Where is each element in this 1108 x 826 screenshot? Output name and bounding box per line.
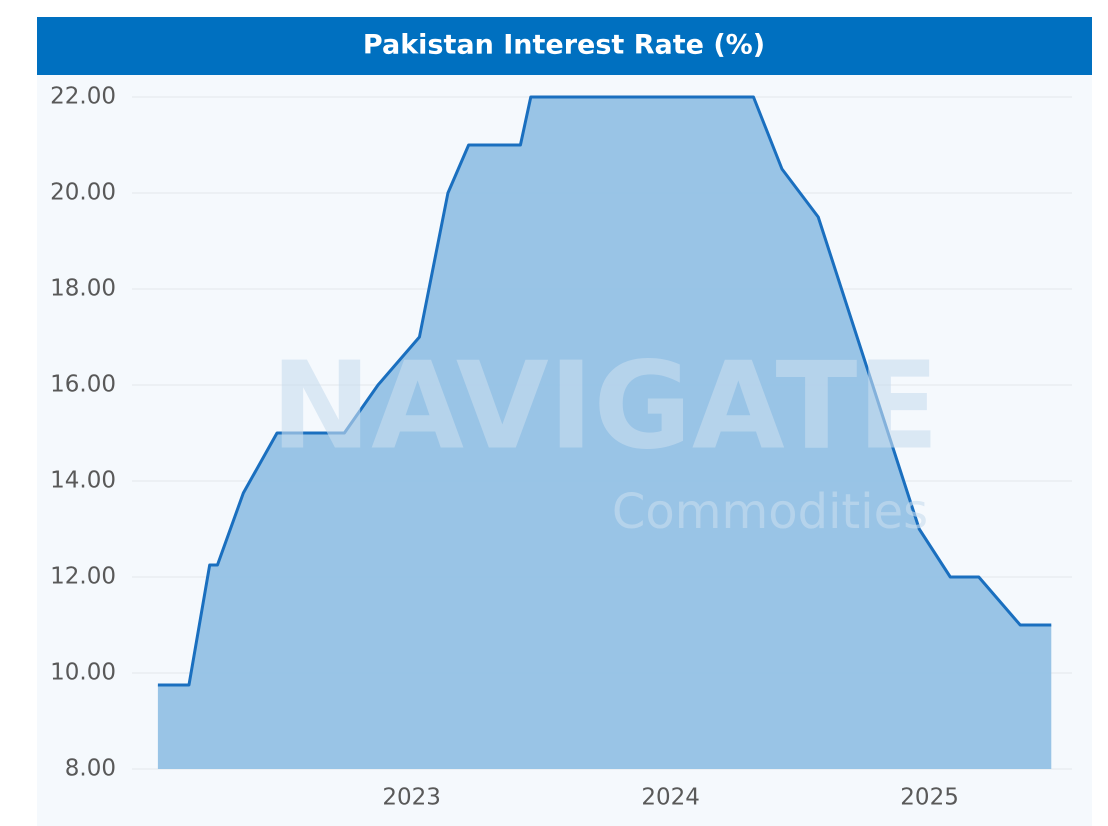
y-tick-label: 14.00 (50, 468, 116, 494)
y-tick-label: 16.00 (50, 372, 116, 398)
x-tick-label: 2025 (900, 785, 959, 811)
x-tick-label: 2023 (382, 785, 441, 811)
y-tick-label: 10.00 (50, 660, 116, 686)
y-tick-label: 22.00 (50, 84, 116, 110)
x-tick-label: 2024 (641, 785, 700, 811)
y-tick-label: 8.00 (65, 756, 116, 782)
watermark: Commodities (612, 484, 928, 540)
area (157, 97, 1052, 769)
line (157, 95, 1052, 687)
y-tick-label: 12.00 (50, 564, 116, 590)
watermark: NAVIGATE (271, 338, 940, 477)
chart-title: Pakistan Interest Rate (%) (363, 30, 765, 61)
title-bar (37, 17, 1092, 75)
y-tick-label: 18.00 (50, 276, 116, 302)
y-tick-label: 20.00 (50, 180, 116, 206)
